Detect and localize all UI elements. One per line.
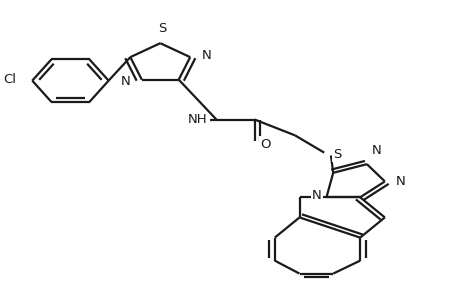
Text: N: N <box>312 189 322 202</box>
Text: N: N <box>121 75 130 88</box>
Text: N: N <box>396 175 406 188</box>
Text: O: O <box>261 137 271 151</box>
Text: S: S <box>158 22 166 35</box>
Text: N: N <box>202 49 211 62</box>
Text: NH: NH <box>188 113 207 126</box>
Text: N: N <box>371 144 381 157</box>
Text: Cl: Cl <box>4 73 17 86</box>
Text: S: S <box>333 147 342 161</box>
